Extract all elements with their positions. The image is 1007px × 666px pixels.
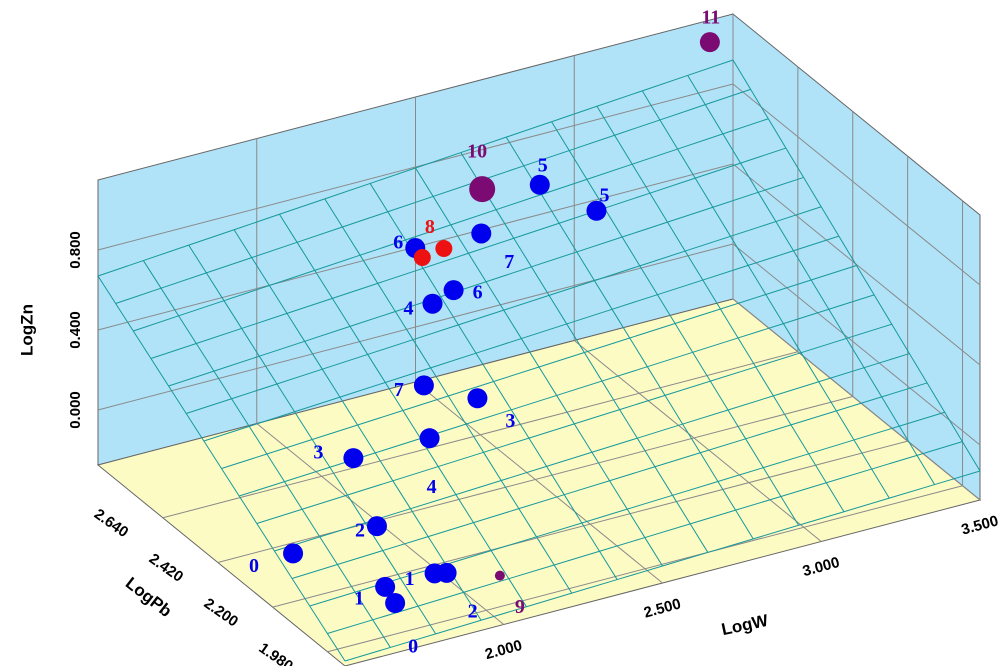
- point-label: 6: [473, 282, 483, 304]
- surface-line: [221, 265, 857, 469]
- surface-line: [97, 59, 734, 277]
- grid-line: [573, 340, 822, 542]
- surface-line: [150, 147, 787, 359]
- point-label: 10: [467, 141, 487, 163]
- z-axis-title: LogZn: [17, 304, 36, 356]
- grid-line: [97, 83, 734, 251]
- z-tick-label: 0.800: [67, 231, 84, 269]
- data-point: [419, 428, 440, 449]
- grid-line: [732, 298, 981, 501]
- data-point: [443, 280, 464, 301]
- data-point: [366, 516, 387, 537]
- data-point: [467, 388, 488, 409]
- point-label: 6: [393, 232, 403, 254]
- x-tick-label: 3.000: [801, 554, 842, 580]
- y-tick-label: 2.640: [91, 506, 132, 541]
- x-tick-label: 2.500: [642, 595, 683, 621]
- x-tick-label: 2.000: [483, 637, 524, 663]
- data-point: [494, 570, 505, 581]
- surface-line: [460, 152, 709, 553]
- point-label: 7: [394, 379, 404, 401]
- data-point: [385, 593, 406, 614]
- point-label: 9: [515, 596, 525, 618]
- data-point: [699, 32, 720, 53]
- y-axis-title: LogPb: [122, 573, 175, 621]
- grid-line: [217, 395, 853, 563]
- y-tick-label: 2.200: [201, 595, 242, 630]
- point-label: 2: [355, 520, 365, 542]
- grid-line: [732, 83, 981, 286]
- data-point: [529, 174, 550, 195]
- point-label: 0: [408, 636, 418, 658]
- grid-line: [162, 351, 798, 519]
- point-label: 7: [504, 251, 514, 273]
- point-label: 5: [538, 154, 548, 176]
- data-point: [586, 200, 607, 221]
- surface-line: [732, 59, 981, 472]
- z-tick-label: 0.000: [67, 391, 84, 429]
- surface-line: [115, 88, 751, 304]
- data-point: [435, 240, 453, 258]
- point-label: 1: [354, 587, 364, 609]
- data-point: [422, 293, 443, 314]
- point-label: 0: [249, 555, 259, 577]
- grid-line: [97, 243, 734, 411]
- z-tick-label: 0.400: [67, 311, 84, 349]
- surface-line: [133, 118, 769, 332]
- y-tick-label: 2.420: [146, 550, 187, 585]
- point-label: 3: [313, 442, 323, 464]
- surface-line: [596, 106, 845, 512]
- surface-line: [687, 75, 936, 485]
- point-label: 8: [425, 216, 435, 238]
- x-tick-label: 3.500: [960, 512, 1001, 538]
- y-tick-label: 1.980: [256, 640, 297, 666]
- point-label: 3: [505, 410, 515, 432]
- data-point: [283, 543, 304, 564]
- point-label: 1: [405, 568, 415, 590]
- grid-line: [415, 381, 663, 584]
- grid-line: [732, 163, 981, 366]
- surface-line: [203, 235, 840, 442]
- point-label: 4: [404, 297, 414, 319]
- point-label: 5: [599, 184, 609, 206]
- surface-line: [641, 90, 890, 499]
- point-label: 4: [427, 476, 437, 498]
- point-label: 2: [468, 600, 478, 622]
- data-point: [413, 249, 431, 267]
- surface-line: [186, 206, 822, 414]
- surface-line: [168, 176, 804, 387]
- point-label: 11: [701, 7, 720, 29]
- data-point: [436, 562, 457, 583]
- data-point: [343, 448, 364, 469]
- data-point: [469, 176, 496, 203]
- surface-line: [505, 136, 754, 540]
- surface-line: [551, 121, 799, 526]
- grid-line: [732, 243, 981, 446]
- x-axis-title: LogW: [720, 611, 771, 640]
- grid-line: [327, 485, 963, 653]
- data-point: [413, 375, 434, 396]
- data-point: [471, 223, 492, 244]
- data-point: [375, 576, 396, 597]
